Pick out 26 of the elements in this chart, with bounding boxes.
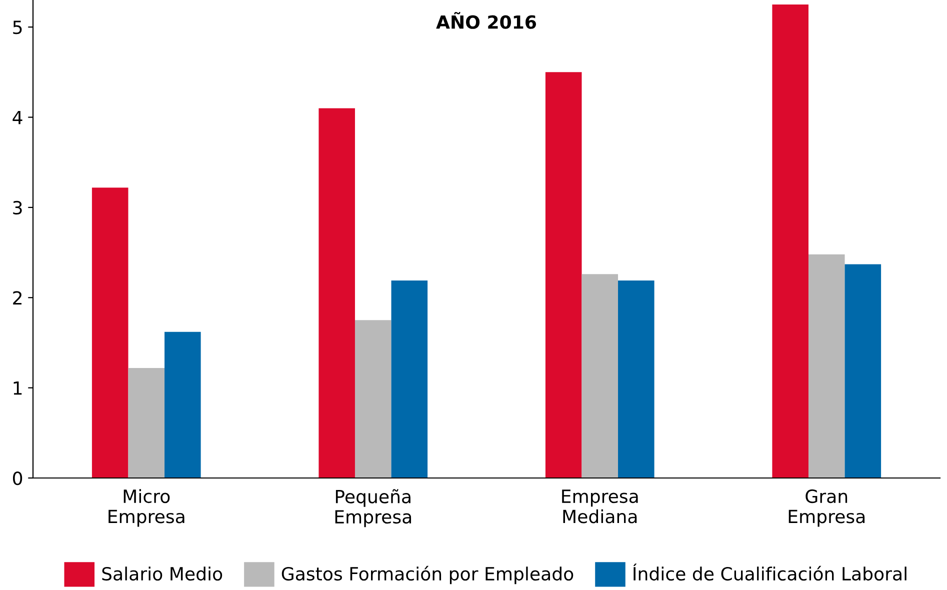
x-tick-label: Gran Empresa [788, 489, 865, 527]
bar [808, 254, 845, 478]
x-tick-label: Micro Empresa [108, 489, 184, 527]
y-tick-label: 5 [13, 20, 22, 34]
x-tick-label: Pequeña Empresa [335, 489, 412, 528]
bar [92, 188, 128, 478]
x-tick-label: Empresa Mediana [562, 490, 638, 524]
bar [545, 72, 582, 478]
y-tick-label: 3 [13, 200, 22, 215]
bar [618, 280, 654, 478]
legend-label: Índice de Cualificación Laboral [633, 564, 906, 581]
y-tick-label: 2 [13, 291, 22, 304]
y-tick-label: 4 [12, 110, 22, 124]
bar [772, 4, 808, 478]
bar [318, 108, 355, 478]
legend-label: Gastos Formación por Empleado [282, 566, 574, 584]
bar [164, 332, 201, 478]
y-tick-label: 1 [14, 382, 22, 395]
bar [844, 264, 882, 478]
bar [354, 320, 392, 478]
text: AÑO 2016 [436, 12, 536, 29]
bar [391, 280, 428, 478]
y-tick-label: 0 [12, 471, 22, 486]
legend-label: Salario Medio [102, 566, 222, 581]
bar [582, 274, 618, 478]
bar [128, 368, 165, 478]
